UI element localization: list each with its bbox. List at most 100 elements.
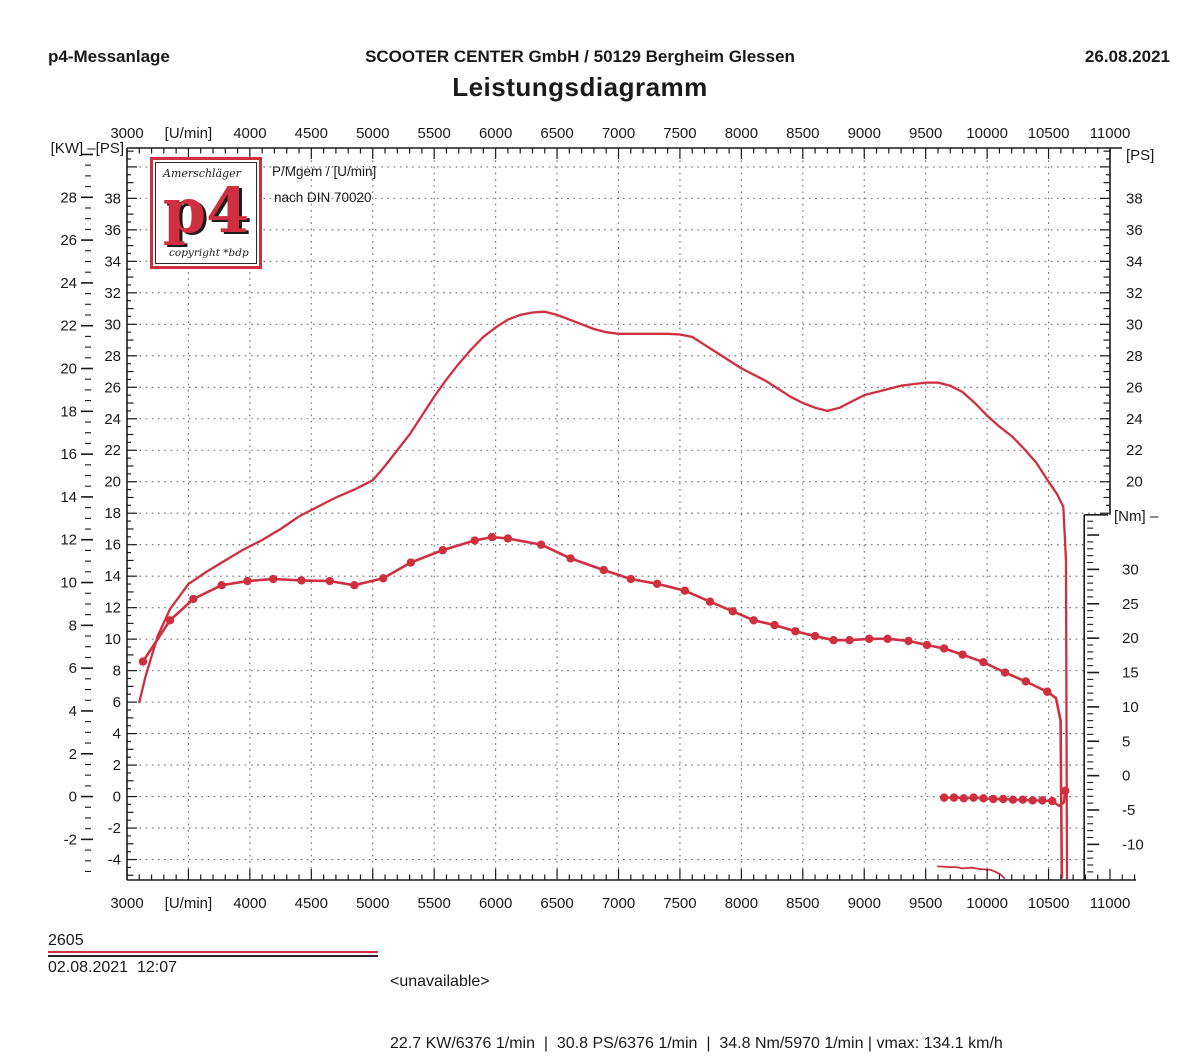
torque-point (536, 540, 546, 549)
svg-text:28: 28 (60, 189, 77, 206)
svg-text:5500: 5500 (418, 895, 451, 912)
torque-point (958, 650, 967, 659)
run-number: 2605 (48, 932, 84, 949)
svg-text:2: 2 (69, 746, 77, 763)
svg-text:12: 12 (60, 532, 77, 549)
svg-text:-4: -4 (108, 852, 121, 869)
svg-text:[Nm] –: [Nm] – (1114, 508, 1159, 525)
svg-text:10500: 10500 (1028, 895, 1070, 912)
svg-text:9500: 9500 (909, 895, 942, 912)
svg-text:[KW] –[PS]: [KW] –[PS] (51, 140, 124, 157)
ps-ticks (127, 150, 1110, 876)
svg-text:[U/min]: [U/min] (165, 895, 213, 912)
svg-text:10: 10 (60, 575, 77, 592)
torque-point (217, 581, 226, 590)
torque-point (566, 554, 575, 563)
torque-point (503, 534, 513, 543)
torque-point (325, 576, 334, 586)
torque-point (165, 616, 175, 625)
rpm-ticks (126, 148, 1136, 880)
svg-text:4: 4 (113, 726, 121, 743)
svg-text:-2: -2 (64, 831, 77, 848)
torque-point (705, 597, 715, 606)
afterrun-point (979, 794, 988, 803)
svg-text:0: 0 (1122, 768, 1130, 785)
svg-text:6000: 6000 (479, 125, 512, 142)
svg-text:9000: 9000 (848, 125, 881, 142)
svg-text:20: 20 (1122, 630, 1139, 647)
annotation-measure-mode: P/Mgem / [U/min] (272, 164, 377, 179)
svg-text:30: 30 (1126, 316, 1143, 333)
grid (127, 148, 1110, 880)
svg-text:7000: 7000 (602, 895, 635, 912)
torque-point (350, 581, 359, 590)
svg-text:16: 16 (104, 537, 121, 554)
svg-text:7000: 7000 (602, 125, 635, 142)
svg-text:4000: 4000 (233, 125, 266, 142)
afterrun-point (1018, 795, 1027, 804)
torque-point (487, 532, 497, 542)
torque-point (1000, 668, 1010, 677)
svg-text:26: 26 (104, 379, 121, 396)
print-date: 26.08.2021 (1084, 47, 1170, 66)
svg-text:5000: 5000 (356, 895, 389, 912)
afterrun-point (939, 793, 949, 802)
svg-text:5000: 5000 (356, 125, 389, 142)
svg-text:30: 30 (104, 316, 121, 333)
torque-point (189, 594, 198, 604)
svg-text:26: 26 (60, 232, 77, 249)
svg-text:6500: 6500 (540, 895, 573, 912)
afterrun-point (1038, 796, 1047, 805)
app-name: p4-Messanlage (48, 47, 170, 66)
series-color-swatch (48, 951, 378, 953)
svg-text:24: 24 (104, 411, 121, 428)
x-tick-label: 11000 (1090, 895, 1131, 912)
svg-text:12: 12 (104, 600, 121, 617)
torque-point (680, 586, 690, 595)
svg-text:24: 24 (1126, 411, 1143, 428)
torque-point (749, 616, 758, 625)
torque-point (922, 640, 932, 650)
afterrun-point (959, 794, 968, 803)
svg-text:9500: 9500 (909, 125, 942, 142)
svg-text:10000: 10000 (966, 125, 1008, 142)
logo-p4-mark: p4 (162, 173, 250, 247)
torque-point (904, 636, 913, 646)
svg-text:14: 14 (60, 489, 77, 506)
svg-text:8: 8 (113, 663, 121, 680)
svg-text:6: 6 (69, 660, 77, 677)
afterrun-point (969, 793, 978, 802)
svg-text:20: 20 (1126, 474, 1143, 491)
svg-text:32: 32 (104, 285, 121, 302)
torque-point (728, 607, 737, 616)
svg-text:32: 32 (1126, 285, 1143, 302)
torque-point (378, 574, 388, 583)
svg-text:[U/min]: [U/min] (165, 125, 213, 142)
curves (138, 310, 1070, 880)
svg-text:24: 24 (60, 275, 77, 292)
torque-point (829, 636, 838, 645)
torque-point (1021, 677, 1031, 686)
svg-text:26: 26 (1126, 379, 1143, 396)
svg-text:11000: 11000 (1090, 125, 1131, 142)
svg-text:0: 0 (113, 789, 121, 806)
svg-text:4500: 4500 (295, 895, 328, 912)
svg-text:-10: -10 (1122, 836, 1144, 853)
svg-text:18: 18 (60, 403, 77, 420)
legend-divider (48, 955, 378, 957)
svg-text:2: 2 (113, 757, 121, 774)
svg-text:0: 0 (69, 789, 77, 806)
torque-point (406, 558, 416, 567)
svg-text:34: 34 (1126, 253, 1143, 270)
run-datetime: 02.08.2021 12:07 (48, 959, 178, 976)
svg-text:4: 4 (69, 703, 77, 720)
logo-maker-text: Amerschläger (163, 167, 241, 180)
svg-text:28: 28 (1126, 348, 1143, 365)
power-curve (138, 310, 1069, 880)
svg-text:8500: 8500 (786, 125, 819, 142)
svg-text:38: 38 (1126, 190, 1143, 207)
svg-text:6000: 6000 (479, 895, 512, 912)
svg-text:[PS]: [PS] (1126, 147, 1154, 164)
svg-text:6: 6 (113, 694, 121, 711)
svg-text:5: 5 (1122, 733, 1130, 750)
